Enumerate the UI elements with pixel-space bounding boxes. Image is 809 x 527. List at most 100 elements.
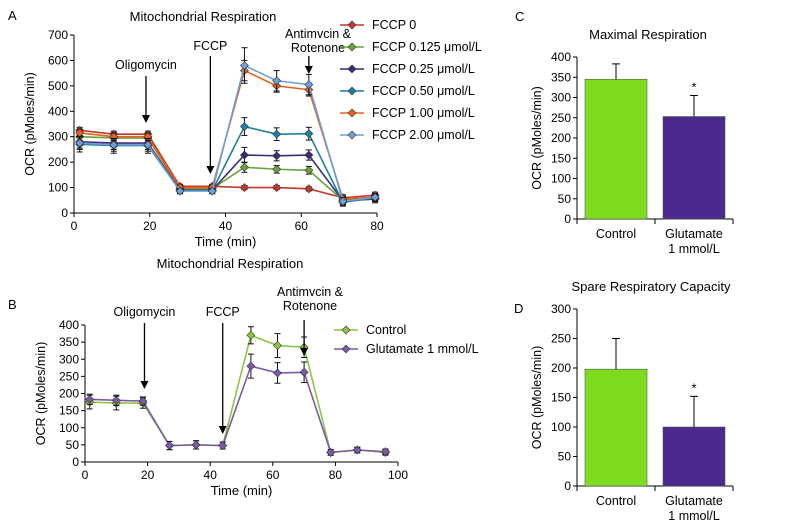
x-tick-label: 80 bbox=[329, 468, 343, 482]
series-line bbox=[79, 135, 376, 202]
y-tick-label: 600 bbox=[48, 53, 68, 67]
x-axis-label: Time (min) bbox=[211, 483, 273, 498]
y-tick-label: 400 bbox=[551, 50, 571, 64]
y-tick-label: 350 bbox=[551, 70, 571, 84]
chart-title: Mitochondrial Respiration bbox=[157, 256, 304, 271]
annotation-label: FCCP bbox=[193, 39, 227, 53]
legend-label: FCCP 0.50 μmol/L bbox=[372, 84, 475, 98]
data-point bbox=[304, 184, 314, 194]
annotation-label: Antimvcin & Rotenone bbox=[277, 285, 344, 313]
data-point bbox=[326, 447, 336, 457]
y-tick-label: 100 bbox=[59, 421, 79, 435]
category-label: Glutamate 1 mmol/L bbox=[665, 227, 723, 256]
legend-entry-4: FCCP 1.00 μmol/L bbox=[340, 106, 475, 120]
legend-label: FCCP 2.00 μmol/L bbox=[372, 128, 475, 142]
y-tick-label: 250 bbox=[551, 111, 571, 125]
data-point bbox=[272, 151, 282, 161]
category-label: Control bbox=[596, 227, 636, 241]
data-point bbox=[272, 129, 282, 139]
data-point bbox=[272, 183, 282, 192]
significance-marker: * bbox=[691, 79, 696, 94]
legend-label: FCCP 0.25 μmol/L bbox=[372, 62, 475, 76]
arrow-head bbox=[141, 115, 150, 123]
data-point bbox=[352, 445, 362, 455]
panel-label: D bbox=[514, 301, 523, 316]
x-axis-label: Time (min) bbox=[195, 234, 257, 249]
data-point bbox=[111, 395, 121, 405]
series-0 bbox=[85, 326, 390, 457]
y-tick-label: 50 bbox=[558, 192, 572, 206]
y-tick-label: 200 bbox=[59, 387, 79, 401]
y-tick-label: 400 bbox=[48, 104, 68, 118]
data-point bbox=[246, 361, 256, 371]
chart-title: Maximal Respiration bbox=[589, 27, 707, 42]
legend-marker bbox=[347, 86, 357, 96]
series-line bbox=[89, 365, 386, 454]
x-tick-label: 60 bbox=[295, 219, 309, 233]
data-point bbox=[299, 367, 309, 377]
x-tick-label: 40 bbox=[219, 219, 233, 233]
bar-0 bbox=[584, 78, 648, 220]
legend-marker bbox=[347, 42, 357, 52]
series-line bbox=[79, 129, 376, 199]
series-line bbox=[79, 64, 376, 203]
annotation-label: FCCP bbox=[206, 305, 240, 319]
series-5 bbox=[75, 47, 380, 206]
annotation-arrow bbox=[218, 323, 227, 434]
y-tick-label: 300 bbox=[551, 91, 571, 105]
panel-label: C bbox=[515, 9, 524, 24]
legend-marker bbox=[347, 20, 357, 30]
data-point bbox=[165, 441, 174, 450]
data-point bbox=[138, 396, 148, 406]
data-point bbox=[191, 440, 201, 450]
data-point bbox=[381, 447, 390, 457]
x-tick-label: 0 bbox=[71, 219, 78, 233]
y-tick-label: 300 bbox=[59, 352, 79, 366]
y-tick-label: 500 bbox=[48, 79, 68, 93]
legend-marker bbox=[341, 344, 351, 354]
y-tick-label: 150 bbox=[59, 404, 79, 418]
category-label: Control bbox=[596, 494, 636, 508]
annotation-arrow bbox=[304, 56, 313, 74]
legend-entry-0: Control bbox=[334, 323, 406, 337]
legend-entry-2: FCCP 0.25 μmol/L bbox=[340, 62, 475, 76]
y-tick-label: 300 bbox=[48, 130, 68, 144]
arrow-head bbox=[304, 66, 313, 74]
data-point bbox=[370, 192, 380, 202]
series-line bbox=[89, 334, 386, 454]
data-point bbox=[240, 122, 249, 131]
legend-entry-1: Glutamate 1 mmol/L bbox=[334, 342, 479, 356]
bar-1 bbox=[662, 116, 726, 220]
panel-a: A Mitochondrial Respiration 0 20 40 60 80 0 100 2… bbox=[8, 8, 482, 249]
y-axis-label: OCR (pMoles/min) bbox=[23, 72, 37, 176]
y-tick-label: 50 bbox=[558, 450, 572, 464]
y-tick-label: 150 bbox=[551, 151, 571, 165]
x-tick-label: 20 bbox=[143, 219, 157, 233]
y-tick-label: 100 bbox=[48, 181, 68, 195]
panel-d: D Spare Respiratory Capacity 0 50 100 150 200 2… bbox=[514, 279, 734, 523]
data-point bbox=[304, 80, 314, 90]
series-1 bbox=[85, 353, 390, 457]
data-point bbox=[272, 164, 282, 174]
data-point bbox=[109, 140, 119, 150]
y-tick-label: 250 bbox=[551, 332, 571, 346]
y-tick-label: 100 bbox=[551, 420, 571, 434]
x-tick-label: 80 bbox=[370, 219, 384, 233]
data-point bbox=[75, 138, 85, 148]
y-tick-label: 50 bbox=[66, 438, 80, 452]
category-label: Glutamate 1 mmol/L bbox=[665, 494, 723, 523]
y-tick-label: 0 bbox=[61, 206, 68, 220]
data-point bbox=[273, 368, 282, 378]
arrow-head bbox=[218, 426, 227, 434]
panel-label: A bbox=[8, 8, 17, 23]
x-tick-label: 60 bbox=[266, 468, 280, 482]
series-line bbox=[79, 141, 376, 202]
annotation-label: Antimvcin & Rotenone bbox=[285, 27, 352, 55]
legend-entry-0: FCCP 0 bbox=[340, 18, 416, 32]
y-tick-label: 400 bbox=[59, 318, 79, 332]
data-point bbox=[207, 186, 217, 196]
data-point bbox=[240, 162, 249, 172]
x-tick-label: 100 bbox=[388, 468, 408, 482]
x-tick-label: 0 bbox=[82, 468, 89, 482]
